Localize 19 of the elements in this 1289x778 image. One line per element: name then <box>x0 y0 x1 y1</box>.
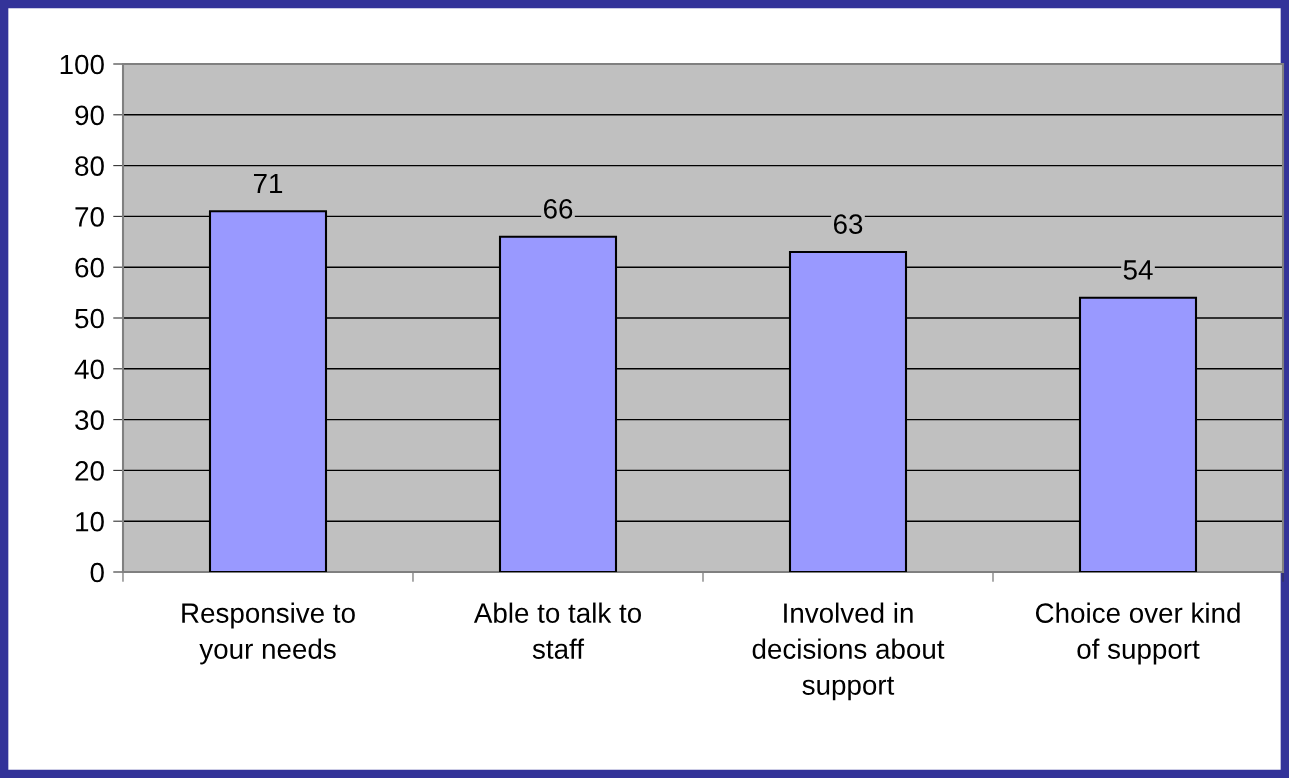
y-tick-label: 70 <box>75 207 104 227</box>
y-tick-label: 20 <box>75 461 104 481</box>
y-tick-label: 10 <box>76 511 104 532</box>
y-tick-label: 50 <box>75 308 104 329</box>
data-label: 54 <box>1123 260 1153 280</box>
data-label: 63 <box>833 214 863 234</box>
y-tick-label: 40 <box>74 359 104 380</box>
y-tick-label: 90 <box>75 105 104 126</box>
y-tick-label: 60 <box>75 257 104 278</box>
x-tick-label: Responsive to your needs <box>182 602 355 665</box>
x-tick-label: Involved in decisions about support <box>752 602 945 701</box>
y-tick-label: 80 <box>75 156 104 176</box>
y-tick-label: 30 <box>75 410 104 430</box>
data-label: 71 <box>253 173 283 194</box>
y-tick-label: 100 <box>60 54 104 75</box>
x-tick-label: Able to talk to staff <box>473 602 641 659</box>
x-tick-label: Choice over kind of support <box>1035 602 1240 665</box>
y-tick-label: 0 <box>90 562 104 583</box>
data-label: 66 <box>543 199 573 219</box>
